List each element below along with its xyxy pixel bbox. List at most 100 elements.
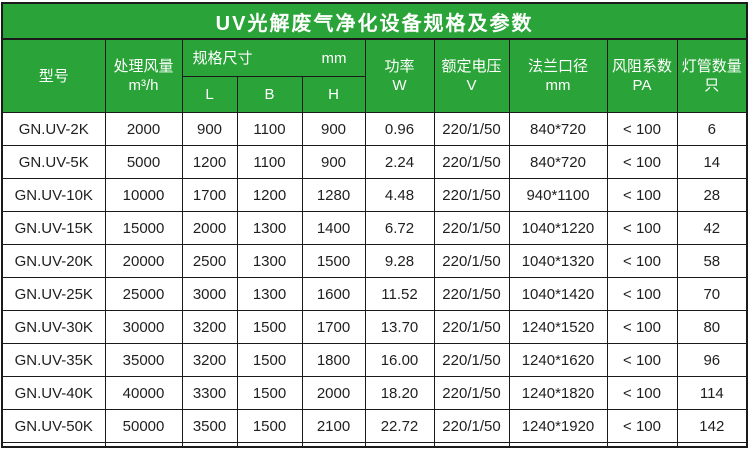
- header-lamps-name: 灯管数量: [681, 58, 742, 75]
- cell-resistance: < 100: [606, 409, 678, 443]
- cell-dim-h: 1280: [301, 178, 366, 212]
- cell-lamps: 14: [676, 145, 748, 179]
- header-power-unit: W: [392, 77, 407, 94]
- cell-power: 13.70: [364, 310, 435, 344]
- cell-dim-l: 1200: [181, 145, 238, 179]
- cell-dim-l: 2000: [181, 211, 238, 245]
- cell-dim-h: 2100: [301, 409, 366, 443]
- title-row: UV光解废气净化设备规格及参数: [1, 2, 748, 40]
- cell-power: 9.28: [364, 244, 435, 278]
- header-dim-h: H: [301, 76, 366, 113]
- header-airflow-name: 处理风量: [113, 58, 174, 75]
- cell-dim-b: 1300: [236, 211, 303, 245]
- cell-flange: 1040*1420: [508, 277, 608, 311]
- cell-dim-b: 1200: [236, 178, 303, 212]
- cell-flange: 1240*1920: [508, 409, 608, 443]
- cell-model: GN.UV-2K: [1, 112, 106, 146]
- header-lamps: 灯管数量 只: [676, 38, 748, 113]
- cell-dim-b: 1500: [236, 310, 303, 344]
- table-row: GN.UV-20K 20000 2500 1300 1500 9.28 220/…: [1, 244, 748, 278]
- cell-dim-h: 2000: [301, 376, 366, 410]
- header-voltage-name: 额定电压: [441, 58, 502, 75]
- header-dimensions: 规格尺寸 mm: [181, 38, 366, 77]
- cell-power: 11.52: [364, 277, 435, 311]
- cell-dim-b: 1500: [236, 343, 303, 377]
- table-row: GN.UV-2K 2000 900 1100 900 0.96 220/1/50…: [1, 112, 748, 146]
- cell-power: 4.48: [364, 178, 435, 212]
- cell-voltage: 220/1/50: [433, 145, 510, 179]
- header-airflow-unit: m³/h: [128, 77, 159, 94]
- table-cutoff-body: [1, 442, 748, 448]
- cell-dim-b: 1300: [236, 244, 303, 278]
- cell-flange: 1040*1320: [508, 244, 608, 278]
- table-row: GN.UV-50K 50000 3500 1500 2100 22.72 220…: [1, 409, 748, 443]
- cell-flange: 1240*1820: [508, 376, 608, 410]
- cell-dim-h: 1700: [301, 310, 366, 344]
- cell-model: GN.UV-50K: [1, 409, 106, 443]
- cell-flange: 1040*1220: [508, 211, 608, 245]
- cell-voltage: 220/1/50: [433, 409, 510, 443]
- cell-voltage: 220/1/50: [433, 244, 510, 278]
- cell-dim-b: 1300: [236, 277, 303, 311]
- cell-lamps: 58: [676, 244, 748, 278]
- table-row: GN.UV-40K 40000 3300 1500 2000 18.20 220…: [1, 376, 748, 410]
- cell-resistance: < 100: [606, 178, 678, 212]
- header-power: 功率 W: [364, 38, 435, 113]
- cell-airflow: 25000: [104, 277, 183, 311]
- table-head-body: UV光解废气净化设备规格及参数 型号 处理风量 m³/h 规格尺寸 mm: [1, 2, 748, 113]
- cell-dim-h: 900: [301, 145, 366, 179]
- cell-lamps: 70: [676, 277, 748, 311]
- header-power-name: 功率: [384, 58, 415, 75]
- header-dimensions-unit: mm: [321, 49, 347, 67]
- cell-airflow: 15000: [104, 211, 183, 245]
- cell-power: 22.72: [364, 409, 435, 443]
- cell-resistance: < 100: [606, 376, 678, 410]
- cell-model: GN.UV-30K: [1, 310, 106, 344]
- table-row: GN.UV-30K 30000 3200 1500 1700 13.70 220…: [1, 310, 748, 344]
- cell-flange: 840*720: [508, 145, 608, 179]
- cell-flange: 1240*1520: [508, 310, 608, 344]
- cell-dim-l: 900: [181, 112, 238, 146]
- cell-power: 18.20: [364, 376, 435, 410]
- cell-lamps: 114: [676, 376, 748, 410]
- header-resistance-unit: PA: [632, 77, 652, 94]
- cell-flange: 940*1100: [508, 178, 608, 212]
- cell-model: GN.UV-10K: [1, 178, 106, 212]
- cell-resistance: < 100: [606, 310, 678, 344]
- cell-airflow: 10000: [104, 178, 183, 212]
- cell-airflow: 2000: [104, 112, 183, 146]
- cell-airflow: 40000: [104, 376, 183, 410]
- cell-dim-h: 1400: [301, 211, 366, 245]
- cell-dim-l: 3200: [181, 310, 238, 344]
- cell-model: GN.UV-20K: [1, 244, 106, 278]
- header-flange: 法兰口径 mm: [508, 38, 608, 113]
- cell-lamps: 142: [676, 409, 748, 443]
- cell-dim-b: 1500: [236, 376, 303, 410]
- cell-resistance: < 100: [606, 343, 678, 377]
- cell-airflow: 5000: [104, 145, 183, 179]
- cell-dim-b: 1100: [236, 145, 303, 179]
- cell-lamps: 80: [676, 310, 748, 344]
- cell-airflow: 50000: [104, 409, 183, 443]
- header-dim-b: B: [236, 76, 303, 113]
- header-model-label: 型号: [38, 67, 69, 85]
- header-dim-l: L: [181, 76, 238, 113]
- cell-dim-l: 3500: [181, 409, 238, 443]
- cutoff-row: [1, 442, 748, 448]
- cell-resistance: < 100: [606, 211, 678, 245]
- cell-voltage: 220/1/50: [433, 178, 510, 212]
- cell-lamps: 28: [676, 178, 748, 212]
- header-flange-unit: mm: [545, 77, 571, 94]
- table-row: GN.UV-5K 5000 1200 1100 900 2.24 220/1/5…: [1, 145, 748, 179]
- cell-resistance: < 100: [606, 244, 678, 278]
- cell-flange: 1240*1620: [508, 343, 608, 377]
- cell-dim-l: 1700: [181, 178, 238, 212]
- cell-resistance: < 100: [606, 145, 678, 179]
- header-flange-name: 法兰口径: [527, 58, 588, 75]
- header-dimensions-name: 规格尺寸: [192, 49, 253, 67]
- table-body: GN.UV-2K 2000 900 1100 900 0.96 220/1/50…: [1, 112, 748, 443]
- cell-dim-l: 2500: [181, 244, 238, 278]
- table-row: GN.UV-35K 35000 3200 1500 1800 16.00 220…: [1, 343, 748, 377]
